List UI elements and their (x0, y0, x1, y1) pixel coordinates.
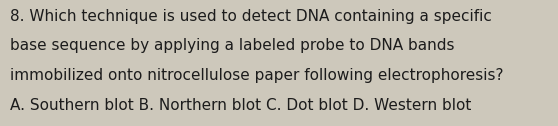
Text: base sequence by applying a labeled probe to DNA bands: base sequence by applying a labeled prob… (10, 38, 455, 53)
Text: 8. Which technique is used to detect DNA containing a specific: 8. Which technique is used to detect DNA… (10, 9, 492, 24)
Text: immobilized onto nitrocellulose paper following electrophoresis?: immobilized onto nitrocellulose paper fo… (10, 68, 503, 83)
Text: A. Southern blot B. Northern blot C. Dot blot D. Western blot: A. Southern blot B. Northern blot C. Dot… (10, 98, 472, 113)
